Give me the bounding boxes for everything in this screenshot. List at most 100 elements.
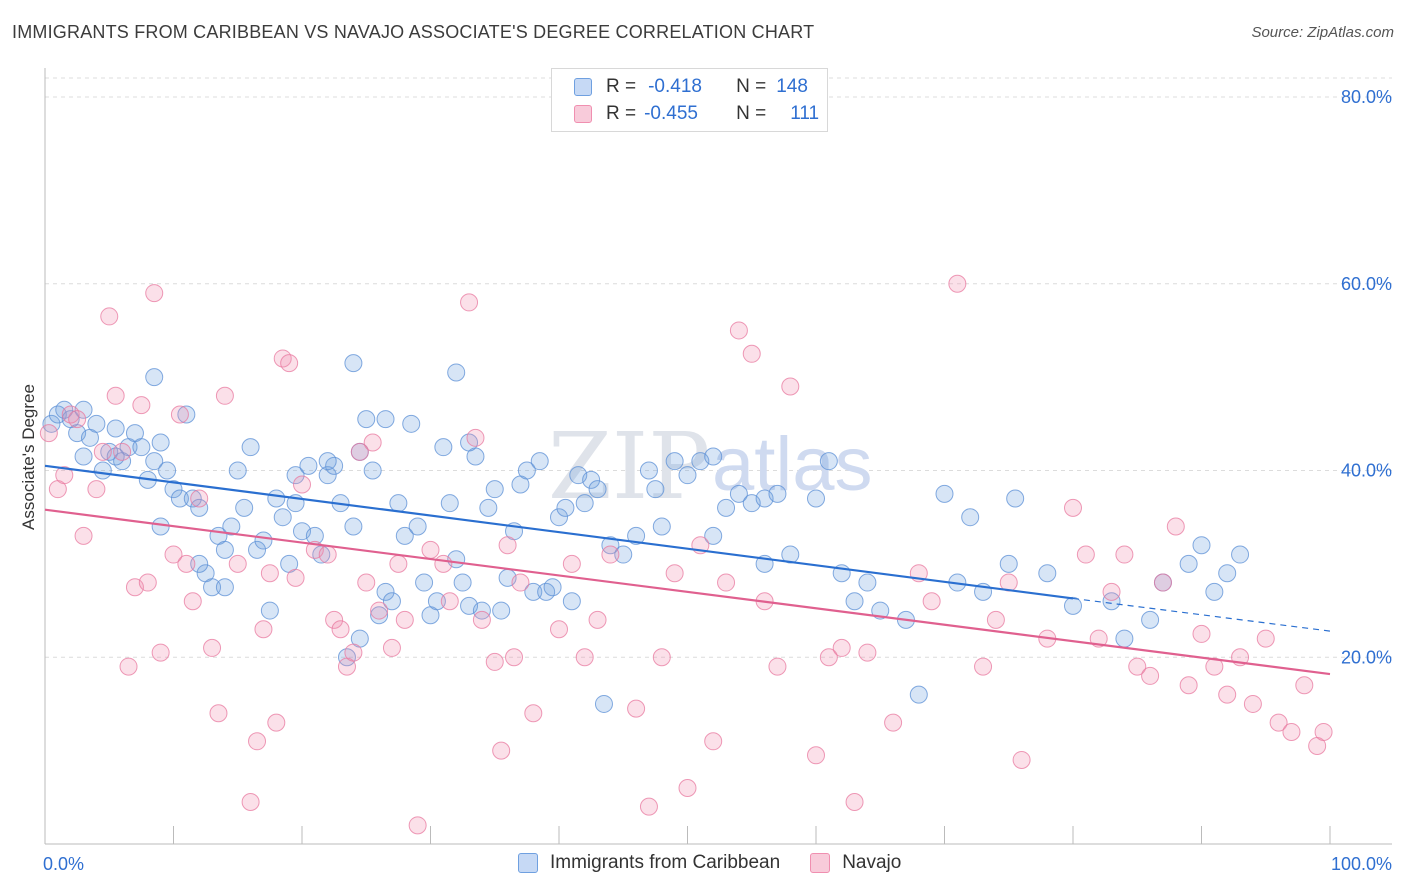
point-caribbean [87, 414, 106, 433]
legend-n-label: N = [736, 76, 767, 97]
point-caribbean [370, 606, 389, 625]
point-caribbean [935, 484, 954, 503]
point-navajo [138, 573, 157, 592]
point-caribbean [145, 452, 164, 471]
point-caribbean [492, 601, 511, 620]
point-caribbean [858, 573, 877, 592]
point-caribbean [357, 410, 376, 429]
point-navajo [280, 354, 299, 373]
legend-n-value: 111 [790, 103, 820, 124]
point-navajo [505, 648, 524, 667]
point-navajo [55, 466, 74, 485]
legend-swatch-caribbean [574, 78, 592, 96]
point-caribbean [318, 466, 337, 485]
point-navajo [1218, 685, 1237, 704]
point-caribbean [1192, 536, 1211, 555]
source-label: Source: ZipAtlas.com [1251, 24, 1394, 41]
point-navajo [209, 704, 228, 723]
point-caribbean [845, 592, 864, 611]
point-caribbean [395, 526, 414, 545]
series-legend: Immigrants from Caribbean Navajo [518, 852, 931, 874]
point-caribbean [1205, 582, 1224, 601]
point-navajo [248, 732, 267, 751]
point-caribbean [1141, 610, 1160, 629]
point-caribbean [472, 601, 491, 620]
point-navajo [87, 480, 106, 499]
point-navajo [1205, 657, 1224, 676]
legend-n-value: 148 [776, 76, 808, 97]
point-navajo [421, 540, 440, 559]
legend-swatch-navajo [574, 105, 592, 123]
point-navajo [974, 657, 993, 676]
point-navajo [781, 377, 800, 396]
point-navajo [260, 564, 279, 583]
point-navajo [550, 620, 568, 639]
point-caribbean [909, 685, 928, 704]
point-caribbean [318, 452, 337, 471]
series-legend-caribbean[interactable]: Immigrants from Caribbean [518, 852, 780, 874]
point-navajo [704, 732, 723, 751]
series-label-caribbean: Immigrants from Caribbean [550, 852, 781, 873]
point-caribbean [646, 480, 665, 499]
point-navajo [357, 573, 376, 592]
point-caribbean [524, 582, 543, 601]
point-caribbean [241, 438, 260, 457]
point-caribbean [575, 494, 594, 513]
watermark: ZIP atlas [548, 413, 873, 520]
chart-title: IMMIGRANTS FROM CARIBBEAN VS NAVAJO ASSO… [12, 22, 815, 42]
point-caribbean [582, 470, 601, 489]
point-caribbean [408, 517, 427, 536]
point-caribbean [132, 438, 151, 457]
point-navajo [1179, 676, 1198, 695]
point-navajo [177, 554, 196, 573]
point-caribbean [665, 452, 684, 471]
point-navajo [382, 638, 401, 657]
point-navajo [190, 489, 209, 508]
point-caribbean [215, 578, 234, 597]
point-caribbean [704, 447, 723, 466]
point-caribbean [652, 517, 671, 536]
point-navajo [492, 741, 511, 760]
y-tick-label: 20.0% [1341, 647, 1392, 667]
point-caribbean [106, 419, 125, 438]
point-caribbean [819, 452, 838, 471]
point-navajo [922, 592, 941, 611]
series-swatch-navajo [810, 853, 831, 873]
point-caribbean [807, 489, 825, 508]
point-caribbean [228, 461, 247, 480]
point-caribbean [530, 452, 549, 471]
point-caribbean [594, 694, 613, 713]
point-navajo [1102, 582, 1121, 601]
point-caribbean [1115, 629, 1134, 648]
point-navajo [1012, 750, 1031, 769]
point-caribbean [273, 508, 292, 527]
point-caribbean [1038, 564, 1057, 583]
point-caribbean [267, 489, 286, 508]
point-caribbean [479, 498, 498, 517]
point-navajo [370, 601, 389, 620]
point-navajo [1115, 545, 1134, 564]
point-caribbean [235, 498, 254, 517]
x-tick-label-min: 0.0% [43, 854, 84, 874]
point-navajo [61, 405, 80, 424]
series-legend-navajo[interactable]: Navajo [810, 852, 901, 874]
point-caribbean [434, 438, 453, 457]
legend-r-label: R = [606, 76, 637, 97]
point-caribbean [768, 484, 787, 503]
point-caribbean [562, 592, 581, 611]
point-caribbean [1064, 596, 1082, 615]
point-navajo [627, 699, 646, 718]
point-navajo [665, 564, 684, 583]
point-caribbean [961, 508, 980, 527]
point-caribbean [299, 456, 318, 475]
point-navajo [678, 778, 697, 797]
point-caribbean [453, 573, 472, 592]
point-navajo [819, 648, 838, 667]
data-points [39, 274, 1333, 835]
x-tick-label-max: 100.0% [1331, 854, 1392, 874]
point-navajo [389, 554, 408, 573]
y-tick-label: 80.0% [1341, 87, 1392, 107]
point-navajo [344, 643, 363, 662]
point-navajo [113, 442, 132, 461]
point-navajo [884, 713, 903, 732]
